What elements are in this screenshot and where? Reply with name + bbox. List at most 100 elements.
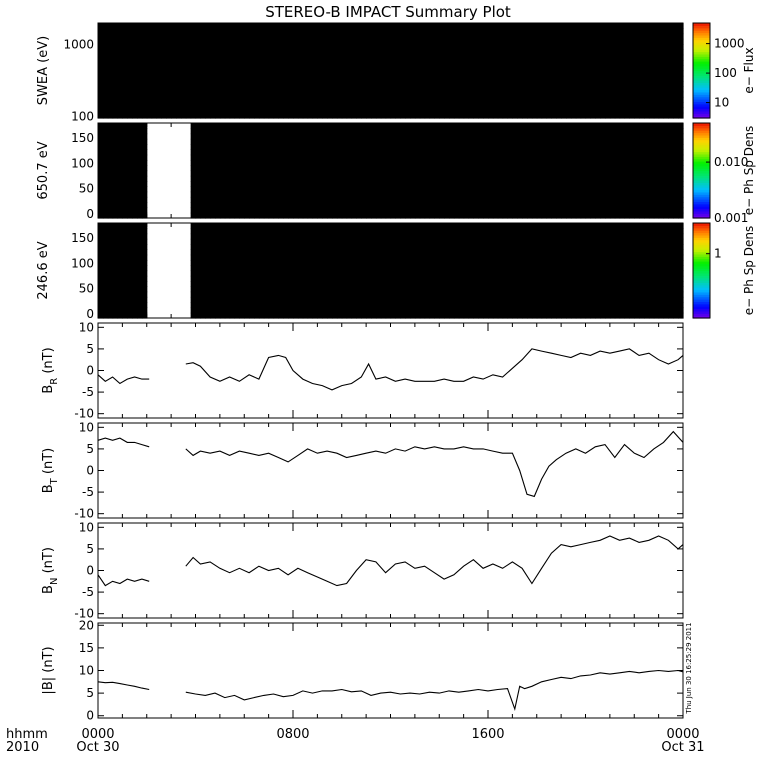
spectrogram-cell — [132, 244, 138, 250]
spectrogram-cell — [234, 28, 240, 35]
spectrogram-cell — [210, 91, 216, 98]
spectrogram-cell — [527, 23, 533, 29]
spectrogram-cell — [566, 107, 572, 114]
spectrogram-cell — [297, 296, 304, 303]
spectrogram-cell — [297, 44, 304, 50]
spectrogram-cell — [210, 28, 216, 35]
spectrogram-cell — [219, 291, 226, 298]
spectrogram-cell — [458, 138, 465, 145]
spectrogram-cell — [570, 49, 577, 56]
spectrogram-cell — [648, 96, 655, 103]
spectrogram-cell — [449, 170, 455, 177]
colorbar-cell — [693, 61, 710, 64]
spectrogram-cell — [254, 170, 260, 177]
spectrogram-cell — [453, 28, 460, 35]
colorbar-cell — [693, 146, 710, 150]
spectrogram-cell — [127, 275, 133, 282]
spectrogram-cell — [590, 149, 596, 156]
spectrogram-cell — [302, 65, 309, 72]
spectrogram-cell — [449, 212, 455, 219]
spectrogram-cell — [215, 265, 221, 272]
spectrogram-cell — [312, 165, 318, 172]
spectrogram-cell — [566, 28, 572, 35]
spectrogram-cell — [268, 244, 275, 250]
spectrogram-cell — [302, 54, 309, 61]
spectrogram-cell — [351, 212, 357, 219]
spectrogram-pad650 — [98, 123, 684, 219]
spectrogram-cell — [614, 23, 621, 29]
spectrogram-cell — [507, 102, 513, 109]
spectrogram-cell — [137, 165, 143, 172]
spectrogram-cell — [215, 70, 221, 77]
spectrogram-cell — [458, 123, 465, 129]
spectrogram-cell — [244, 28, 250, 35]
spectrogram-cell — [156, 75, 162, 82]
spectrogram-cell — [258, 54, 265, 61]
spectrogram-cell — [668, 81, 674, 87]
spectrogram-cell — [195, 238, 201, 245]
spectrogram-cell — [536, 59, 543, 66]
spectrogram-cell — [546, 207, 552, 214]
spectrogram-cell — [400, 81, 406, 87]
spectrogram-cell — [336, 154, 343, 161]
spectrogram-cell — [200, 212, 206, 219]
colorbar-cell — [693, 63, 710, 67]
spectrogram-cell — [302, 112, 309, 119]
spectrogram-cell — [619, 159, 626, 166]
spectrogram-cell — [117, 154, 123, 161]
spectrogram-cell — [244, 254, 250, 261]
spectrogram-cell — [151, 70, 158, 77]
spectrogram-cell — [307, 149, 314, 156]
spectrogram-cell — [219, 54, 226, 61]
spectrogram-cell — [273, 175, 279, 182]
spectrogram-cell — [327, 96, 333, 103]
spectrogram-cell — [546, 23, 552, 29]
spectrogram-cell — [629, 144, 635, 150]
spectrogram-cell — [663, 165, 669, 172]
spectrogram-cell — [239, 165, 245, 172]
spectrogram-cell — [492, 75, 499, 82]
spectrogram-cell — [185, 23, 192, 29]
spectrogram-cell — [195, 312, 201, 319]
spectrogram-cell — [551, 112, 557, 119]
spectrogram-cell — [166, 28, 172, 35]
spectrogram-cell — [263, 75, 270, 82]
spectrogram-cell — [102, 191, 109, 198]
spectrogram-cell — [400, 59, 406, 66]
spectrogram-cell — [458, 149, 465, 156]
spectrogram-cell — [122, 291, 128, 298]
spectrogram-cell — [449, 91, 455, 98]
spectrogram-cell — [458, 170, 465, 177]
spectrogram-cell — [312, 96, 318, 103]
spectrogram-cell — [439, 144, 445, 150]
spectrogram-cell — [653, 96, 660, 103]
spectrogram-cell — [278, 28, 284, 35]
spectrogram-cell — [122, 254, 128, 261]
spectrogram-cell — [254, 165, 260, 172]
spectrogram-cell — [366, 70, 372, 77]
spectrogram-cell — [195, 228, 201, 235]
spectrogram-cell — [161, 75, 167, 82]
spectrogram-cell — [507, 107, 513, 114]
spectrogram-cell — [219, 49, 226, 56]
spectrogram-cell — [561, 49, 567, 56]
spectrogram-cell — [268, 170, 275, 177]
spectrogram-cell — [522, 91, 528, 98]
spectrogram-cell — [395, 65, 401, 72]
spectrogram-cell — [283, 207, 289, 214]
spectrogram-cell — [249, 296, 255, 303]
spectrogram-cell — [297, 28, 304, 35]
spectrogram-cell — [254, 133, 260, 140]
spectrogram-cell — [414, 107, 421, 114]
colorbar-cell — [693, 32, 710, 36]
spectrogram-cell — [390, 154, 396, 161]
spectrogram-cell — [478, 49, 484, 56]
spectrogram-cell — [156, 54, 162, 61]
spectrogram-cell — [244, 196, 250, 203]
spectrogram-cell — [171, 86, 177, 93]
spectrogram-cell — [215, 112, 221, 119]
spectrogram-cell — [439, 38, 445, 45]
spectrogram-cell — [483, 23, 489, 29]
spectrogram-cell — [327, 33, 333, 40]
spectrogram-cell — [678, 75, 684, 82]
